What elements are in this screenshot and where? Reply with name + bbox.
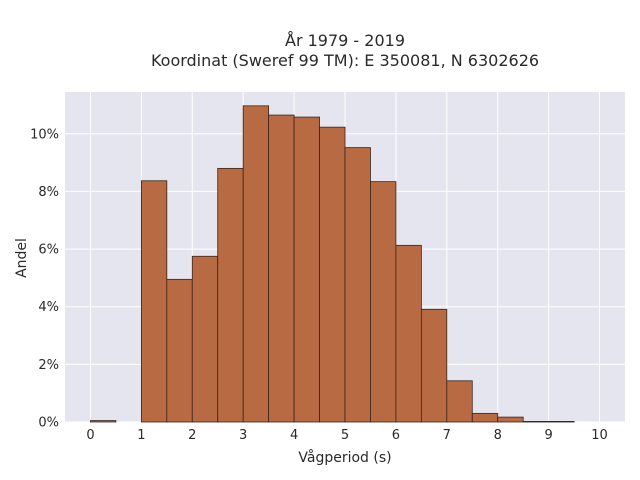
histogram-bar <box>522 421 550 423</box>
bars <box>90 105 575 423</box>
histogram-bar <box>319 126 346 423</box>
histogram-bar <box>548 421 575 423</box>
histogram-bar <box>446 380 473 423</box>
y-tick-label: 6% <box>38 243 59 258</box>
y-axis-ticks: 0% 2% 4% 6% 8% 10% <box>30 127 59 430</box>
y-tick-label: 2% <box>38 358 59 373</box>
histogram-bar <box>90 420 117 423</box>
x-tick-label: 7 <box>443 428 451 443</box>
histogram-bar <box>370 181 397 423</box>
x-axis-label: Vågperiod (s) <box>298 449 391 466</box>
x-tick-label: 9 <box>544 428 552 443</box>
x-tick-label: 1 <box>137 428 145 443</box>
y-axis-label: Andel <box>14 238 30 278</box>
histogram-bar <box>471 412 499 423</box>
x-axis-ticks: 0 1 2 3 4 5 6 7 8 9 10 <box>86 428 608 443</box>
x-tick-label: 6 <box>392 428 400 443</box>
histogram-bar <box>344 147 371 423</box>
histogram-bar <box>242 105 270 423</box>
histogram-bar <box>140 180 168 423</box>
histogram-bar <box>395 244 422 423</box>
x-tick-label: 0 <box>86 428 94 443</box>
histogram-bar <box>497 416 524 423</box>
y-tick-label: 10% <box>30 127 59 142</box>
chart-title-line-1: År 1979 - 2019 <box>285 31 405 50</box>
x-tick-label: 10 <box>591 428 608 443</box>
histogram-bar <box>293 116 320 423</box>
histogram-bar <box>217 167 244 423</box>
x-tick-label: 4 <box>290 428 298 443</box>
x-tick-label: 3 <box>239 428 247 443</box>
histogram-bar <box>268 114 295 423</box>
x-tick-label: 8 <box>494 428 502 443</box>
chart-title-line-2: Koordinat (Sweref 99 TM): E 350081, N 63… <box>151 51 539 70</box>
x-tick-label: 2 <box>188 428 196 443</box>
histogram-bar <box>166 278 193 423</box>
y-tick-label: 8% <box>38 185 59 200</box>
histogram-bar <box>420 308 448 423</box>
histogram-bar <box>191 255 219 423</box>
x-tick-label: 5 <box>341 428 349 443</box>
y-tick-label: 0% <box>38 416 59 431</box>
y-tick-label: 4% <box>38 300 59 315</box>
